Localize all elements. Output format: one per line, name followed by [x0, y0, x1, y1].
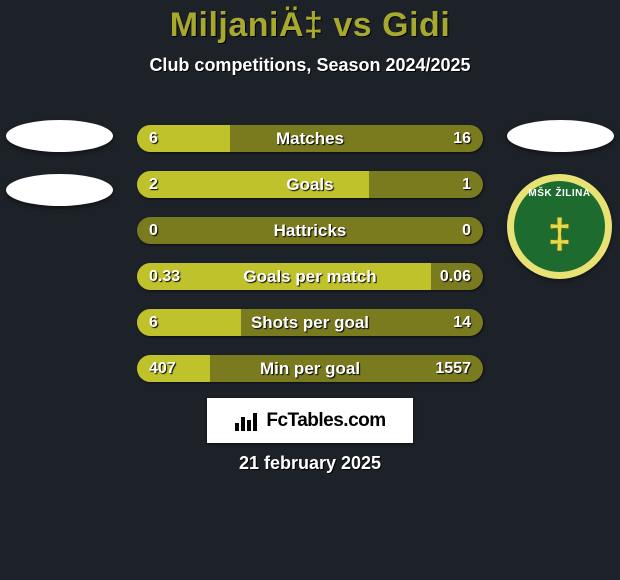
bars-icon: [234, 411, 260, 431]
left-team-badges: [6, 120, 113, 228]
stat-label: Min per goal: [137, 355, 483, 382]
stat-row-matches: 6 Matches 16: [137, 125, 483, 152]
page-title: MiljaniÄ‡ vs Gidi: [0, 0, 620, 45]
team-badge-placeholder: [507, 120, 614, 152]
footer-date: 21 february 2025: [0, 453, 620, 474]
stat-row-goals-per-match: 0.33 Goals per match 0.06: [137, 263, 483, 290]
stat-label: Hattricks: [137, 217, 483, 244]
stat-value-right: 16: [453, 125, 471, 152]
team-badge-placeholder: [6, 174, 113, 206]
footer-brand-text: FcTables.com: [266, 410, 385, 432]
stat-label: Matches: [137, 125, 483, 152]
stat-value-right: 1: [462, 171, 471, 198]
team-badge-zilina: MŠK ŽILINA ‡: [507, 174, 612, 279]
stat-value-right: 14: [453, 309, 471, 336]
stat-row-shots-per-goal: 6 Shots per goal 14: [137, 309, 483, 336]
page-subtitle: Club competitions, Season 2024/2025: [0, 55, 620, 76]
footer-brand: FcTables.com: [207, 398, 413, 443]
stat-value-right: 0: [462, 217, 471, 244]
team-badge-zilina-inner: MŠK ŽILINA ‡: [514, 181, 605, 272]
infographic-root: MiljaniÄ‡ vs Gidi Club competitions, Sea…: [0, 0, 620, 580]
comparison-bars: 6 Matches 16 2 Goals 1 0 Hattricks 0 0.3…: [137, 125, 483, 401]
stat-label: Goals per match: [137, 263, 483, 290]
stat-label: Shots per goal: [137, 309, 483, 336]
double-cross-icon: ‡: [548, 213, 571, 255]
stat-row-hattricks: 0 Hattricks 0: [137, 217, 483, 244]
stat-row-goals: 2 Goals 1: [137, 171, 483, 198]
stat-value-right: 0.06: [440, 263, 471, 290]
stat-value-right: 1557: [435, 355, 471, 382]
team-badge-zilina-text: MŠK ŽILINA: [514, 188, 605, 199]
right-team-badges: MŠK ŽILINA ‡: [507, 120, 614, 297]
stat-row-min-per-goal: 407 Min per goal 1557: [137, 355, 483, 382]
team-badge-placeholder: [6, 120, 113, 152]
stat-label: Goals: [137, 171, 483, 198]
